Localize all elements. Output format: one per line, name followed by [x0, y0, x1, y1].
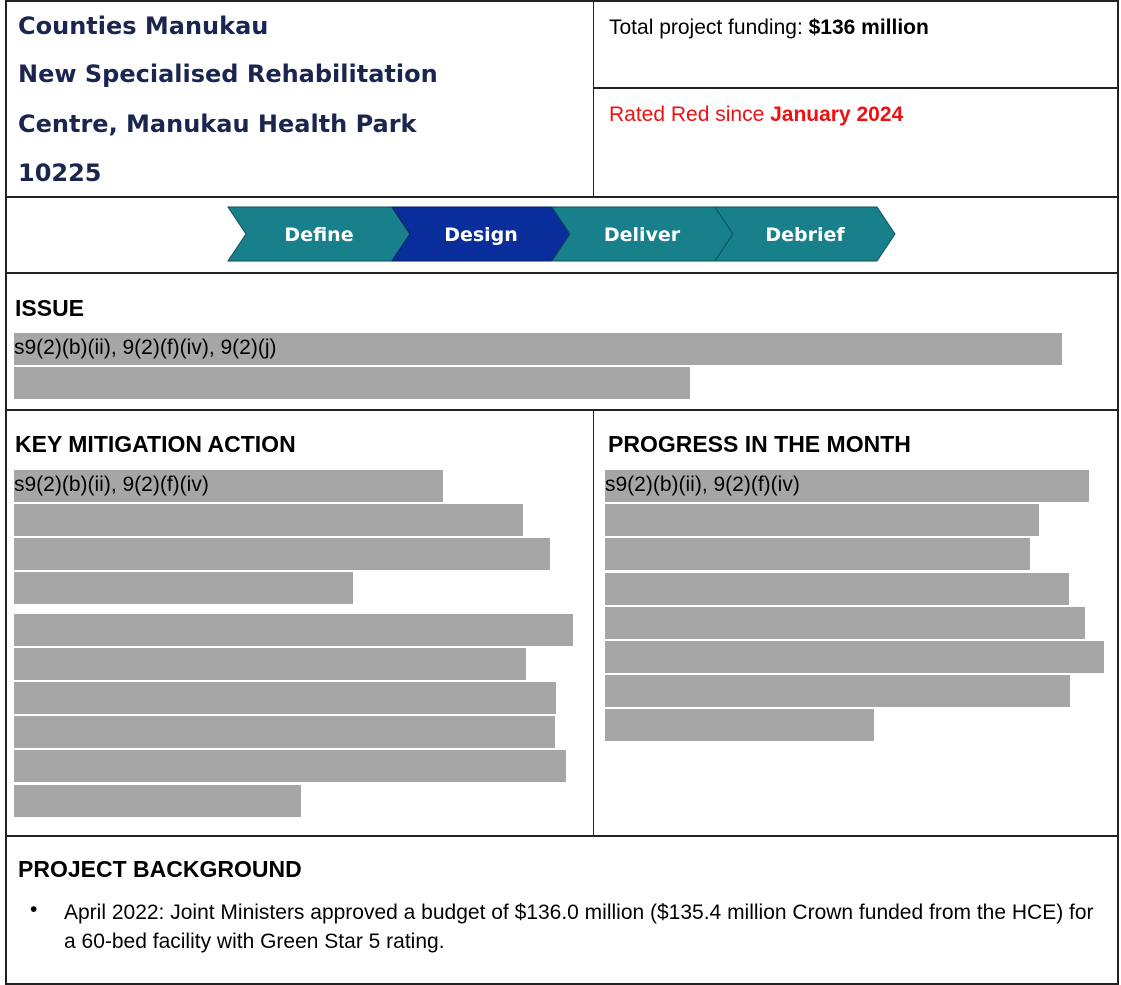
redaction [14, 785, 301, 817]
redaction-code: s9(2)(b)(ii), 9(2)(f)(iv) [14, 473, 209, 496]
redaction [605, 641, 1104, 673]
redaction [14, 682, 556, 714]
rating: Rated Red since January 2024 [609, 103, 903, 127]
title-line: Centre, Manukau Health Park [18, 110, 417, 138]
rating-label: Rated Red since [609, 103, 771, 126]
redaction [605, 709, 874, 741]
section-heading: PROJECT BACKGROUND [18, 856, 302, 882]
title-line: 10225 [18, 159, 102, 187]
divider [593, 410, 594, 836]
redaction [14, 716, 555, 748]
redaction [14, 648, 526, 680]
redaction-code: s9(2)(b)(ii), 9(2)(f)(iv), 9(2)(j) [14, 336, 277, 359]
redaction [605, 573, 1069, 605]
bullet-marker: • [30, 898, 38, 921]
redaction [605, 538, 1030, 570]
funding-label: Total project funding: [609, 16, 809, 39]
redaction [14, 572, 353, 604]
divider [593, 0, 594, 197]
divider [5, 835, 1119, 837]
stages: Define Design Deliver Debrief [227, 206, 896, 262]
section-heading: ISSUE [15, 295, 85, 321]
redaction [605, 607, 1085, 639]
redaction [605, 675, 1070, 707]
stage-chevron [714, 206, 896, 262]
divider [594, 87, 1119, 89]
border [5, 0, 7, 985]
divider [5, 196, 1119, 198]
redaction: s9(2)(b)(ii), 9(2)(f)(iv) [14, 470, 443, 502]
redaction [14, 504, 523, 536]
rating-value: January 2024 [770, 103, 904, 126]
border [5, 0, 1119, 2]
redaction [605, 504, 1039, 536]
redaction [14, 538, 550, 570]
redaction: s9(2)(b)(ii), 9(2)(f)(iv) [605, 470, 1089, 502]
bullet-text: April 2022: Joint Ministers approved a b… [64, 901, 1094, 953]
redaction-code: s9(2)(b)(ii), 9(2)(f)(iv) [605, 473, 800, 496]
border [5, 983, 1119, 985]
divider [5, 409, 1119, 411]
stage-label: Define [284, 224, 353, 246]
funding-value: $136 million [808, 16, 929, 39]
border [1117, 0, 1119, 985]
funding: Total project funding: $136 million [609, 16, 929, 40]
redaction [14, 750, 566, 782]
section-heading: KEY MITIGATION ACTION [15, 431, 296, 457]
stage-label: Debrief [765, 224, 845, 246]
section-heading: PROGRESS IN THE MONTH [608, 431, 911, 457]
stage-label: Deliver [604, 224, 681, 246]
title-line: Counties Manukau [18, 12, 269, 40]
redaction [14, 367, 690, 399]
redaction [14, 614, 573, 646]
title-line: New Specialised Rehabilitation [18, 60, 438, 88]
redaction: s9(2)(b)(ii), 9(2)(f)(iv), 9(2)(j) [14, 333, 1062, 365]
divider [5, 272, 1119, 274]
stage-label: Design [444, 224, 518, 246]
